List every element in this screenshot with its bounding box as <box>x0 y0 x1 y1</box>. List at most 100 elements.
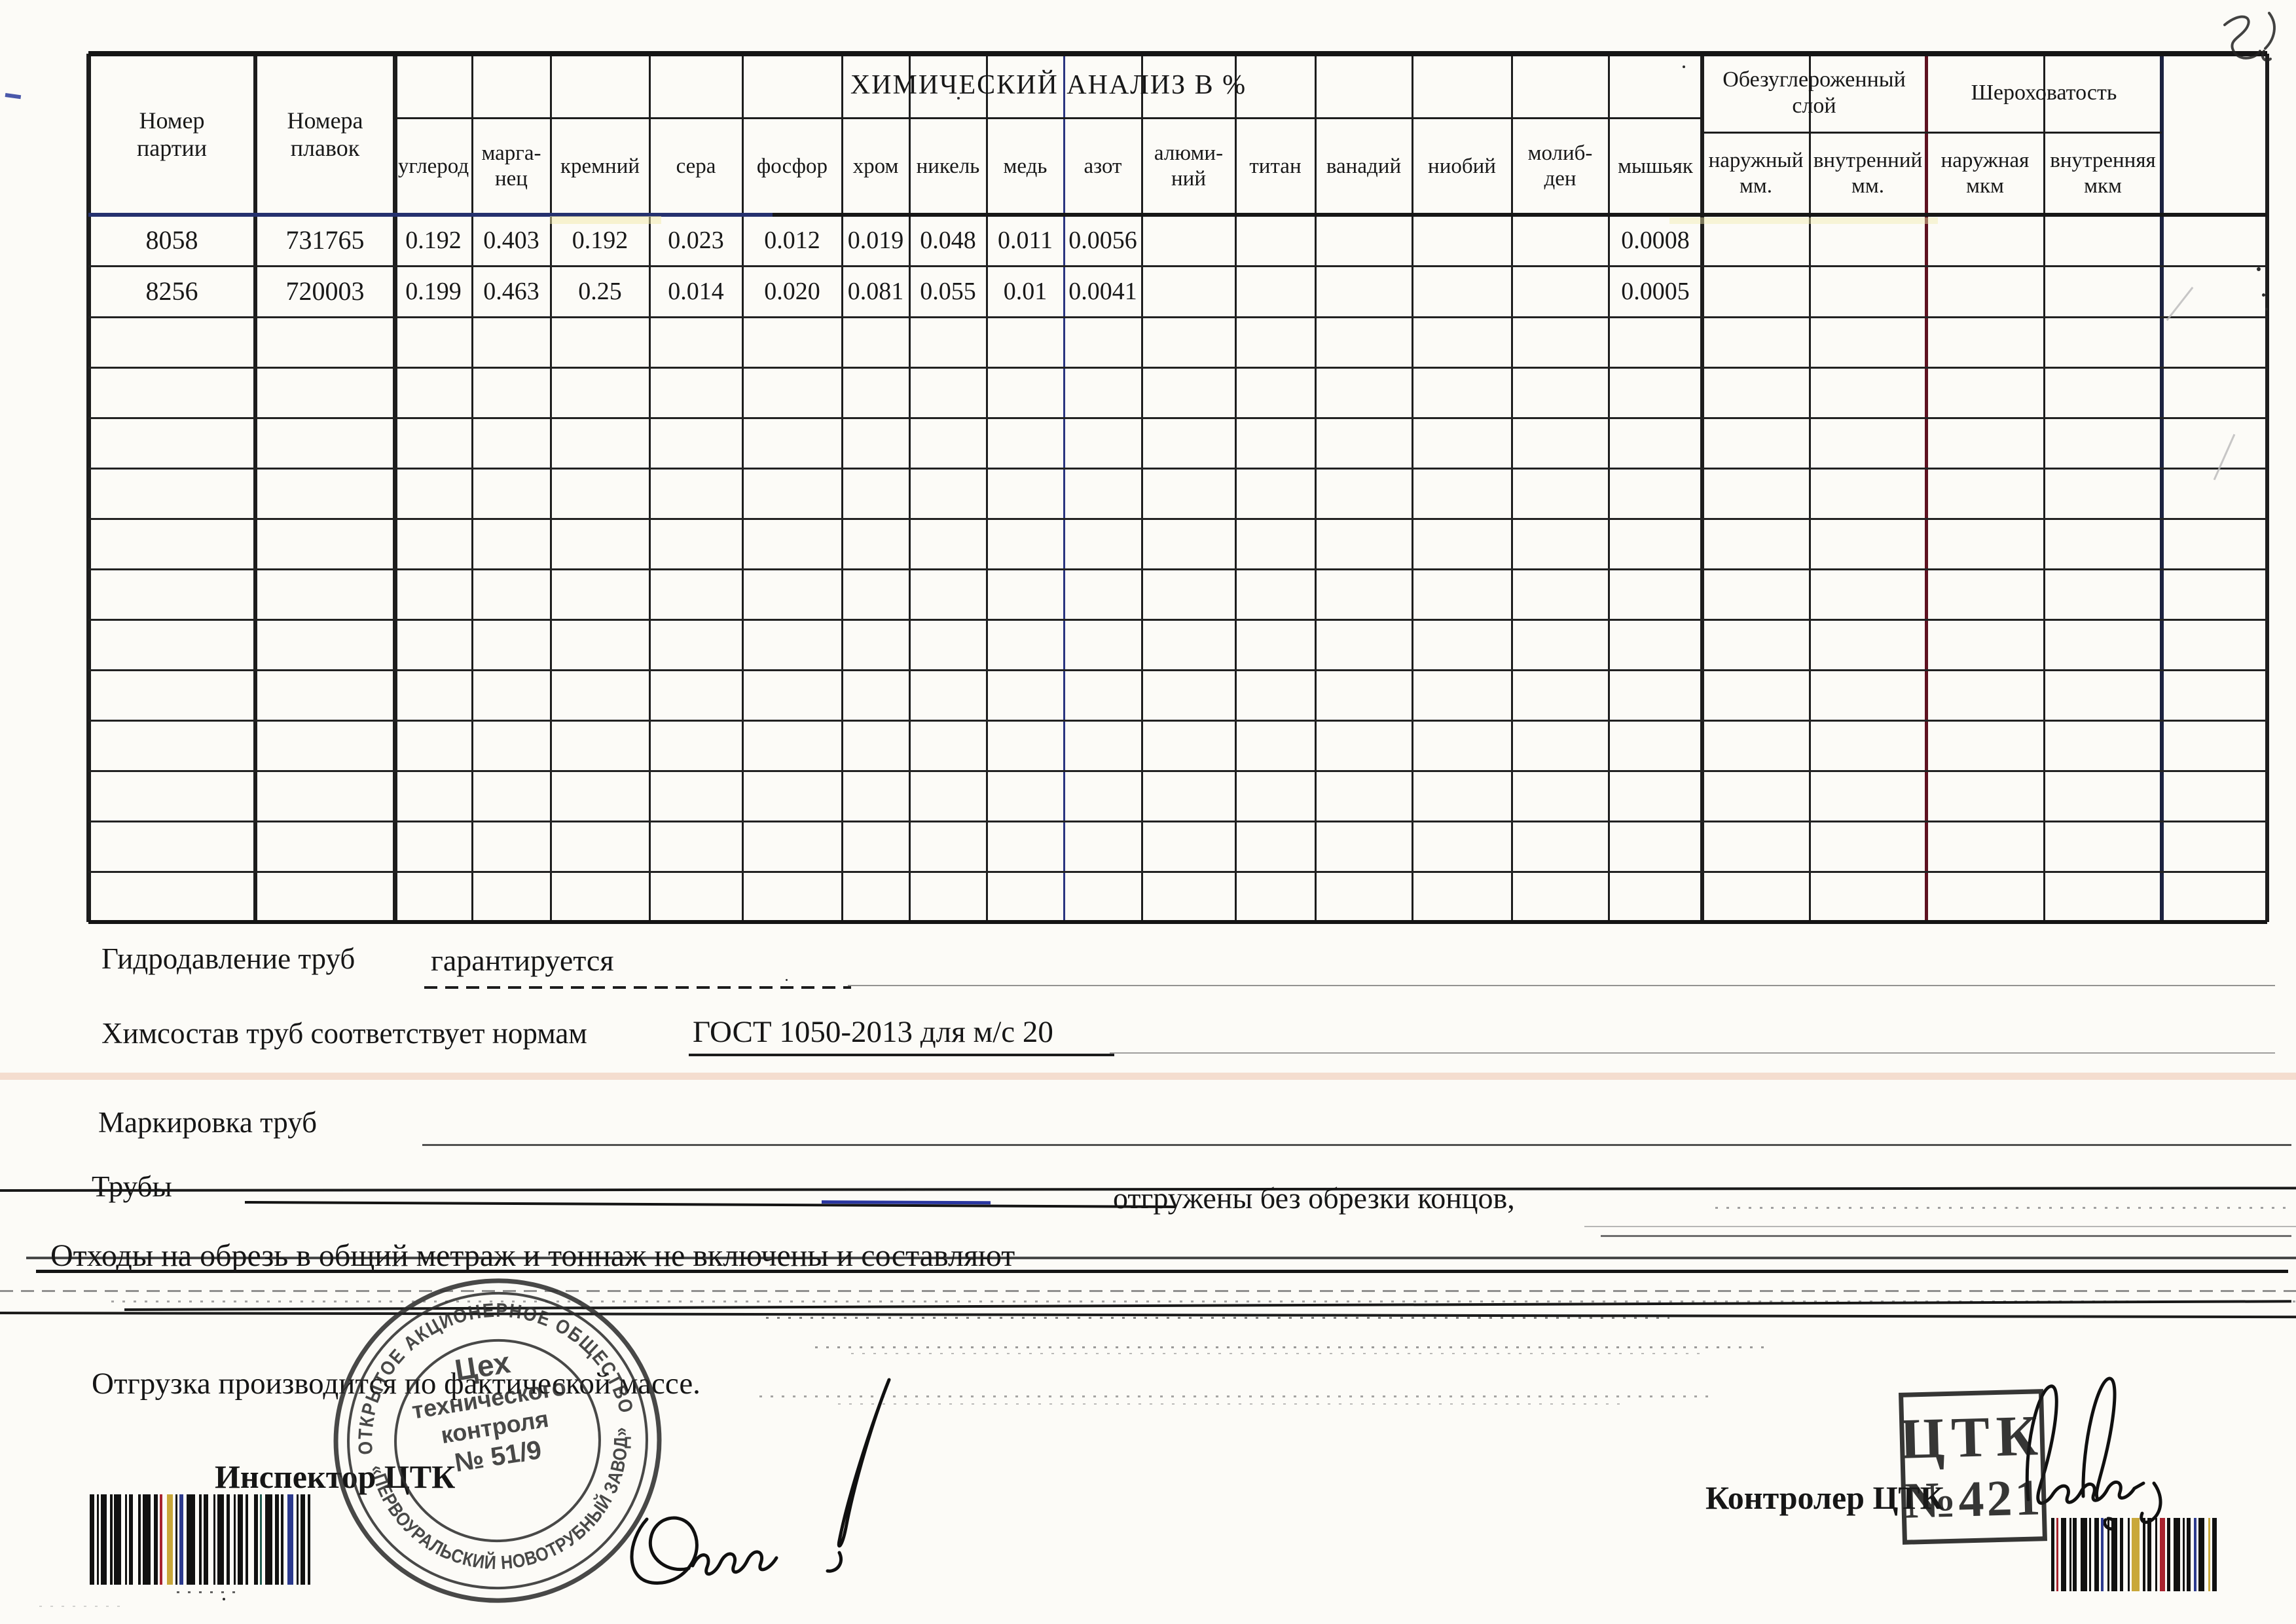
barcode-left <box>90 1494 318 1585</box>
scan-artifact-line <box>550 216 661 224</box>
scan-artifact-line <box>0 1290 2296 1292</box>
table-grid-vline <box>1607 54 1610 922</box>
cell-batch-1: 8256 <box>145 276 198 306</box>
barcode-bar <box>234 1494 236 1585</box>
barcode-bar <box>301 1494 305 1585</box>
cell-chem-0-7: 0.011 <box>997 226 1053 254</box>
pipes-label: Трубы <box>92 1170 172 1203</box>
barcode-bar <box>265 1494 272 1585</box>
barcode-bar <box>2167 1518 2170 1591</box>
table-grid-vline <box>741 54 744 922</box>
scan-artifact-line <box>848 985 2275 986</box>
table-grid-vline <box>1234 54 1237 922</box>
barcode-bar <box>175 1494 177 1585</box>
pipes-shipped-value: отгружены без обрезки концов, <box>1113 1181 1515 1215</box>
header-heats: Номера плавок <box>287 107 363 161</box>
scan-speck <box>2265 308 2268 310</box>
header-chem-5: хром <box>852 154 899 178</box>
barcode-bar <box>217 1494 224 1585</box>
scan-artifact-line <box>851 1353 1702 1354</box>
marking-label: Маркировка труб <box>98 1106 318 1139</box>
barcode-bar <box>2094 1518 2099 1591</box>
barcode-bar <box>2187 1518 2191 1591</box>
table-grid-vline <box>648 54 651 922</box>
barcode-bar <box>2128 1518 2130 1591</box>
table-grid-vline <box>392 54 397 922</box>
table-grid-hline <box>88 517 2267 520</box>
header-rough-group: Шероховатость <box>1971 80 2117 105</box>
pencil-mark <box>2166 286 2194 322</box>
table-grid-vline <box>841 54 843 922</box>
header-decarb-in: внутренний мм. <box>1813 149 1923 198</box>
barcode-bar <box>2160 1518 2165 1591</box>
header-decarb-group: Обезуглероженный слой <box>1722 67 1906 118</box>
barcode-bar <box>2198 1518 2204 1591</box>
barcode-bar <box>2174 1518 2180 1591</box>
cell-chem-0-3: 0.023 <box>668 226 724 254</box>
barcode-bar <box>101 1494 107 1585</box>
scan-artifact-line <box>177 1591 239 1593</box>
table-grid-hline <box>88 870 2267 873</box>
cell-chem-1-6: 0.055 <box>920 277 976 305</box>
table-grid-hline <box>88 769 2267 772</box>
header-chem-4: фосфор <box>756 154 828 178</box>
scan-artifact-line <box>1110 1052 2275 1054</box>
barcode-bar <box>204 1494 208 1585</box>
header-batch: Номер партии <box>136 107 208 161</box>
table-title: ХИМИЧЕСКИЙ АНАЛИЗ В % <box>850 70 1247 101</box>
scan-artifact-line <box>36 1270 2288 1273</box>
scan-artifact-line <box>1601 1235 2291 1237</box>
cell-chem-1-14: 0.0005 <box>1621 277 1690 305</box>
barcode-bar <box>254 1494 258 1585</box>
cell-heats-0: 731765 <box>285 225 365 255</box>
cell-chem-0-2: 0.192 <box>572 226 629 254</box>
table-grid-vline <box>2160 54 2164 922</box>
barcode-bar <box>2132 1518 2140 1591</box>
table-grid-hline <box>88 316 2267 318</box>
cell-chem-1-8: 0.0041 <box>1068 277 1137 305</box>
header-rough-out: наружная мкм <box>1941 149 2030 198</box>
table-grid-vline <box>253 54 257 922</box>
table-grid-vline <box>1510 54 1513 922</box>
barcode-bar <box>187 1494 195 1585</box>
header-chem-2: кремний <box>560 154 640 178</box>
header-rough-in: внутренняя мкм <box>2050 149 2156 198</box>
table-grid-hline <box>773 213 2267 217</box>
table-grid-vline <box>1063 54 1065 922</box>
table-grid-hline <box>88 669 2267 671</box>
barcode-bar <box>199 1494 202 1585</box>
scan-artifact-line <box>759 1395 1709 1397</box>
scan-artifact-line <box>26 1257 2296 1259</box>
table-grid-vline <box>1924 54 1928 922</box>
barcode-bar <box>2183 1518 2185 1591</box>
cell-chem-1-7: 0.01 <box>1003 277 1048 305</box>
chem-conformity-value: ГОСТ 1050-2013 для м/с 20 <box>693 1015 1053 1049</box>
table-grid-hline <box>88 618 2267 621</box>
barcode-bar <box>125 1494 127 1585</box>
scan-artifact-line <box>838 1403 1624 1405</box>
table-grid-hline <box>88 213 773 217</box>
cell-heats-1: 720003 <box>285 276 365 306</box>
barcode-bar <box>308 1494 310 1585</box>
cell-chem-1-0: 0.199 <box>405 277 462 305</box>
barcode-bar <box>110 1494 113 1585</box>
barcode-bar <box>213 1494 215 1585</box>
waste-note-line: Отходы на обрезь в общий метраж и тоннаж… <box>50 1238 1015 1273</box>
barcode-bar <box>287 1494 293 1585</box>
scan-artifact-line <box>0 1073 2296 1080</box>
barcode-bar <box>275 1494 279 1585</box>
table-grid-hline <box>88 265 2267 267</box>
scan-artifact-line <box>422 1144 2291 1146</box>
barcode-bar <box>90 1494 94 1585</box>
header-chem-10: титан <box>1249 154 1302 178</box>
cell-chem-1-3: 0.014 <box>668 277 724 305</box>
table-grid-vline <box>471 54 473 922</box>
barcode-right <box>2051 1518 2259 1591</box>
scan-speck <box>786 979 788 981</box>
scan-speck <box>2257 267 2261 271</box>
table-grid-hline <box>395 117 1702 119</box>
header-chem-11: ванадий <box>1326 154 1402 178</box>
scan-speck <box>2262 293 2265 297</box>
cell-chem-0-4: 0.012 <box>764 226 820 254</box>
